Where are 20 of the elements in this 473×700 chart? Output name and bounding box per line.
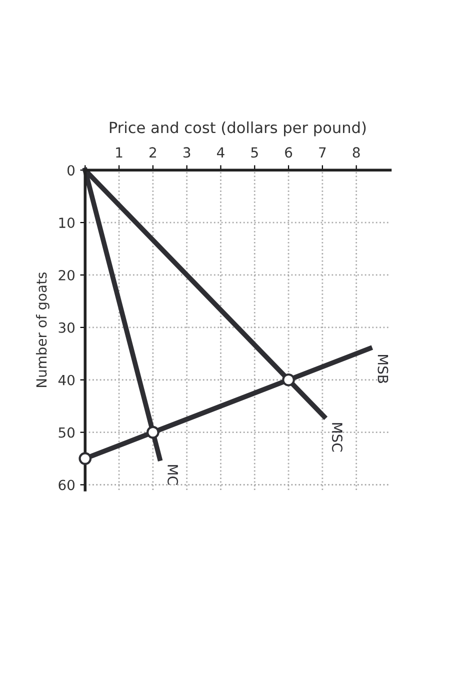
x-tick-label: 4	[216, 147, 224, 158]
x-tick-label: 5	[251, 147, 258, 158]
y-tick-label: 50	[58, 427, 74, 438]
y-tick-label: 10	[59, 218, 74, 228]
y-tick-label: 20	[58, 270, 74, 280]
text: MC	[168, 465, 178, 485]
y-tick-label: 40	[58, 374, 74, 386]
x-tick-label: 2	[150, 147, 156, 158]
x-tick-label: 6	[285, 147, 292, 158]
text: MSB	[378, 355, 388, 383]
x-axis-title: Price and cost (dollars per pound)	[110, 121, 366, 136]
x-tick-label: 3	[183, 147, 190, 158]
y-tick-label: 0	[67, 165, 74, 176]
x-tick-label: 8	[352, 147, 360, 158]
y-tick-label: 60	[58, 480, 74, 490]
y-tick-label: 30	[58, 322, 74, 333]
x-tick-label: 7	[319, 147, 326, 158]
y-axis-title: Number of goats	[36, 272, 50, 387]
x-tick-label: 1	[116, 147, 122, 158]
text: MSC	[332, 423, 342, 452]
